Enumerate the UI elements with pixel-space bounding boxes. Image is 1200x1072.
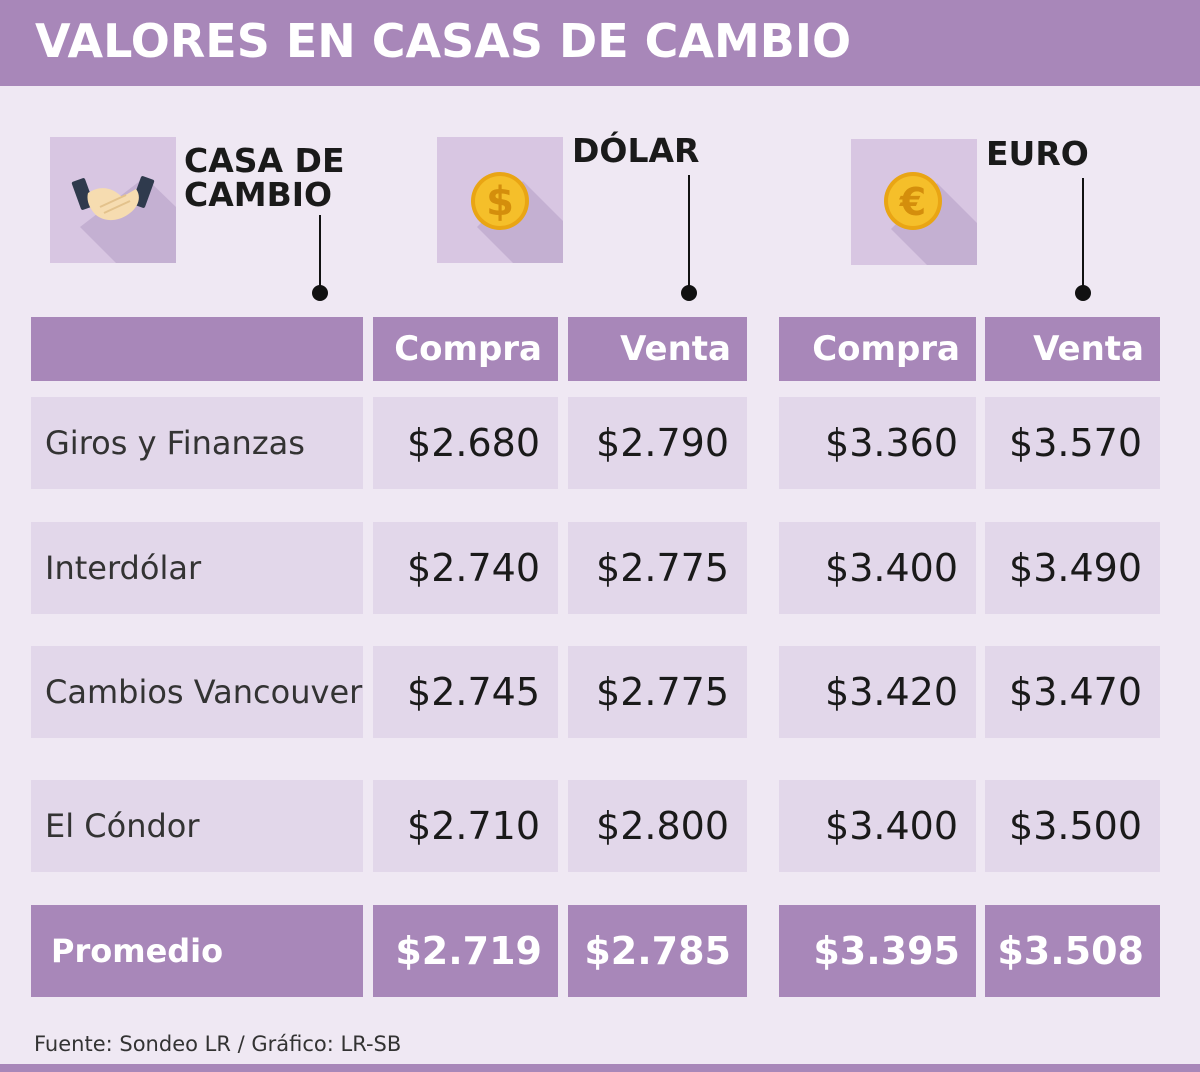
row-name: El Cóndor [31, 780, 363, 872]
cell-euro-venta: $3.500 [985, 780, 1160, 872]
cell-dolar-venta: $2.800 [568, 780, 747, 872]
cell-dolar-venta: $2.790 [568, 397, 747, 489]
average-dolar-compra: $2.719 [373, 905, 558, 997]
header-dolar: DÓLAR [572, 131, 700, 170]
cell-euro-venta: $3.470 [985, 646, 1160, 738]
column-euro-compra: Compra [779, 317, 976, 381]
source-note: Fuente: Sondeo LR / Gráfico: LR-SB [34, 1032, 402, 1056]
average-dolar-venta: $2.785 [568, 905, 747, 997]
row-name: Interdólar [31, 522, 363, 614]
header-euro: EURO [986, 134, 1089, 173]
cell-dolar-venta: $2.775 [568, 646, 747, 738]
cell-euro-compra: $3.420 [779, 646, 976, 738]
pointer-line [319, 215, 321, 291]
pointer-line [688, 175, 690, 291]
average-euro-venta: $3.508 [985, 905, 1160, 997]
chart-title: VALORES EN CASAS DE CAMBIO [35, 14, 852, 68]
average-label: Promedio [31, 905, 363, 997]
header-casa-line2: CAMBIO [184, 175, 333, 214]
cell-dolar-compra: $2.740 [373, 522, 558, 614]
cell-euro-compra: $3.400 [779, 522, 976, 614]
cell-dolar-compra: $2.710 [373, 780, 558, 872]
cell-dolar-compra: $2.680 [373, 397, 558, 489]
pointer-dot [681, 285, 697, 301]
cell-dolar-venta: $2.775 [568, 522, 747, 614]
header-casa-line1: CASA DE [184, 141, 345, 180]
bottom-rule [0, 1064, 1200, 1072]
column-dolar-compra: Compra [373, 317, 558, 381]
header-empty-cell [31, 317, 363, 381]
column-dolar-venta: Venta [568, 317, 747, 381]
handshake-icon [50, 137, 176, 263]
cell-dolar-compra: $2.745 [373, 646, 558, 738]
title-band [0, 0, 1200, 86]
pointer-line [1082, 178, 1084, 291]
dollar-coin-icon: $ [437, 137, 563, 263]
row-name: Giros y Finanzas [31, 397, 363, 489]
svg-text:$: $ [486, 179, 514, 225]
cell-euro-venta: $3.490 [985, 522, 1160, 614]
average-euro-compra: $3.395 [779, 905, 976, 997]
pointer-dot [1075, 285, 1091, 301]
column-euro-venta: Venta [985, 317, 1160, 381]
cell-euro-compra: $3.400 [779, 780, 976, 872]
cell-euro-venta: $3.570 [985, 397, 1160, 489]
cell-euro-compra: $3.360 [779, 397, 976, 489]
row-name: Cambios Vancouver [31, 646, 363, 738]
euro-coin-icon: € [851, 139, 977, 265]
pointer-dot [312, 285, 328, 301]
header-casa-de-cambio: CASA DE CAMBIO [184, 144, 345, 212]
svg-text:€: € [899, 180, 926, 224]
